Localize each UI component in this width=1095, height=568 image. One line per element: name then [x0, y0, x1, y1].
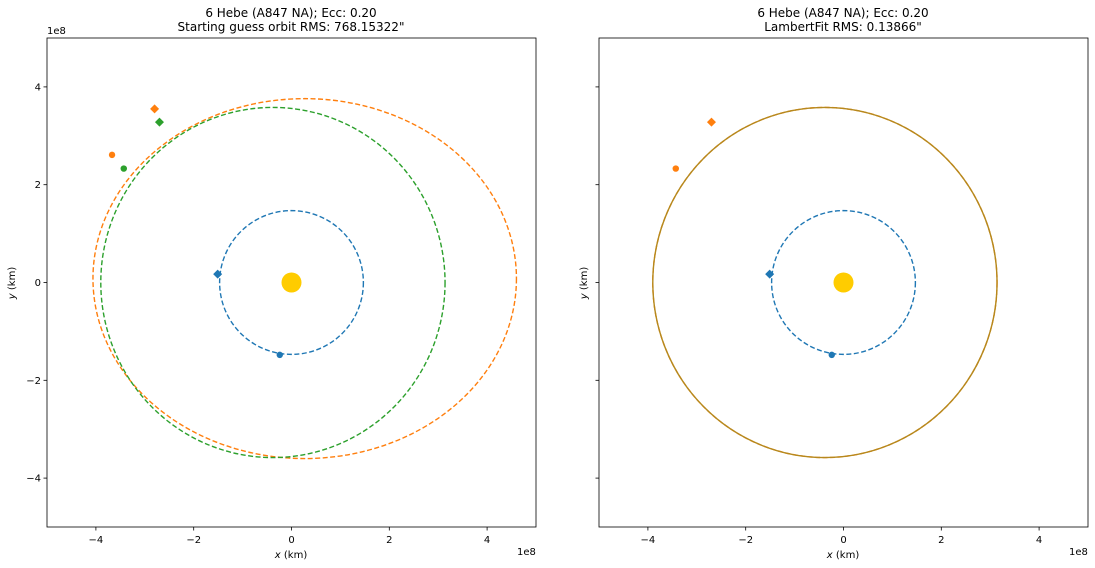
sun-marker	[281, 272, 302, 293]
panel-starting-guess: 6 Hebe (A847 NA); Ecc: 0.20 Starting gue…	[7, 6, 537, 561]
panel2-x-offset-text: 1e8	[1069, 547, 1088, 558]
marker-diamond-2	[154, 117, 164, 127]
panel2-title-line1: 6 Hebe (A847 NA); Ecc: 0.20	[757, 6, 928, 20]
marker-diamond-1	[150, 104, 160, 114]
marker-diamond-0	[213, 269, 223, 279]
marker-diamond-1	[706, 117, 716, 127]
sun-marker	[833, 272, 854, 293]
orbit-1	[92, 97, 518, 460]
panel2-title-line2: LambertFit RMS: 0.13866"	[764, 20, 922, 34]
y-tick-label: 4	[35, 82, 41, 93]
panel-lambertfit: 6 Hebe (A847 NA); Ecc: 0.20 LambertFit R…	[579, 6, 1089, 561]
x-tick-label: 0	[288, 535, 294, 546]
orbit-2	[652, 106, 998, 459]
panel1-x-offset-text: 1e8	[517, 547, 536, 558]
marker-circle-1	[108, 151, 116, 159]
marker-circle-1	[672, 165, 679, 172]
panel1-title-line1: 6 Hebe (A847 NA); Ecc: 0.20	[205, 6, 376, 20]
y-tick-label: −2	[26, 376, 41, 387]
orbit-2	[100, 106, 446, 459]
marker-circle-2	[120, 165, 127, 172]
panel2-plot-area: −4 −2 0 2 4	[595, 37, 1089, 546]
panel1-y-offset-text: 1e8	[47, 26, 66, 37]
x-tick-label: 2	[386, 535, 392, 546]
x-tick-label: −2	[738, 535, 753, 546]
orbit-0	[218, 209, 365, 356]
x-tick-label: −4	[641, 535, 656, 546]
panel1-plot-area: −4 −2 0 2 4 −4 −2 0 2 4	[26, 37, 537, 546]
y-tick-label: −4	[26, 474, 41, 485]
panel1-y-axis-label: y (km)	[7, 267, 18, 301]
panel2-x-axis-label: x (km)	[826, 550, 860, 561]
x-tick-label: 0	[840, 535, 846, 546]
x-tick-label: 2	[938, 535, 944, 546]
x-tick-label: −4	[89, 535, 104, 546]
x-tick-label: 4	[484, 535, 490, 546]
y-tick-label: 2	[35, 180, 41, 191]
panel1-title-line2: Starting guess orbit RMS: 768.15322"	[178, 20, 405, 34]
orbit-1	[652, 106, 998, 459]
x-tick-label: 4	[1036, 535, 1042, 546]
panel2-y-axis-label: y (km)	[579, 267, 590, 301]
marker-diamond-0	[765, 269, 775, 279]
x-tick-label: −2	[186, 535, 201, 546]
panel1-x-axis-label: x (km)	[274, 550, 308, 561]
marker-circle-0	[828, 351, 835, 359]
orbit-0	[770, 209, 917, 356]
marker-circle-0	[276, 351, 283, 359]
y-tick-label: 0	[35, 278, 41, 289]
